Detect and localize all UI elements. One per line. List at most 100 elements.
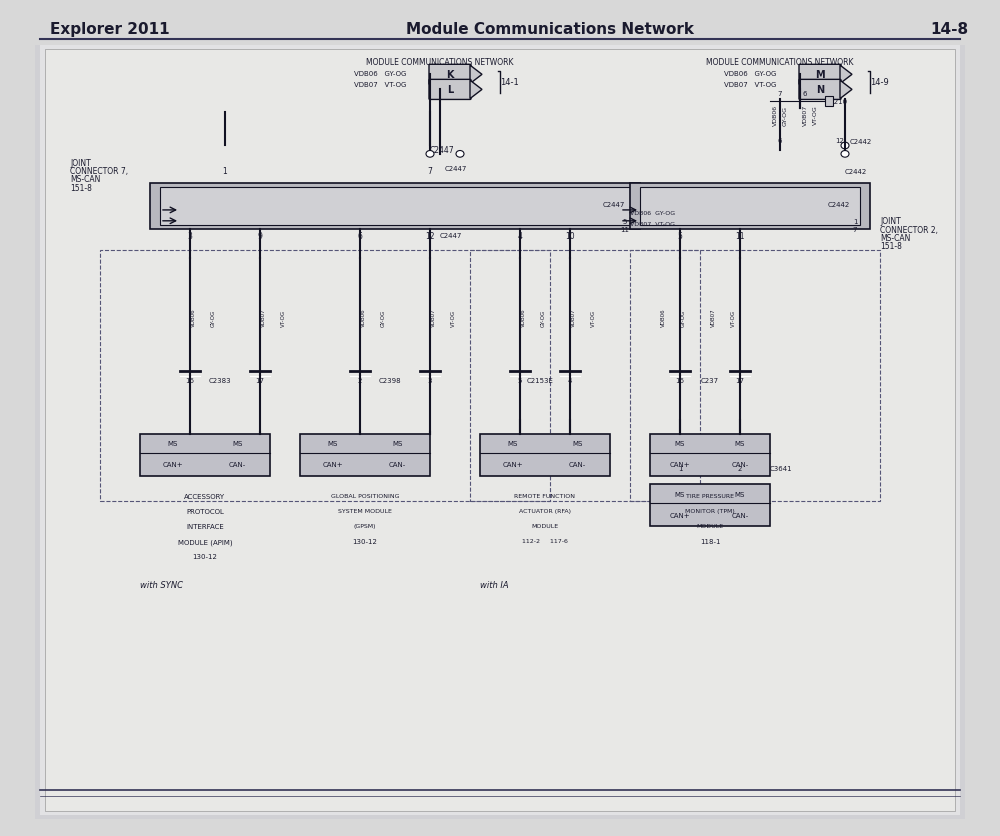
- Text: CAN+: CAN+: [322, 461, 343, 468]
- Text: GY-OG: GY-OG: [680, 309, 686, 326]
- Text: MS: MS: [735, 441, 745, 447]
- Text: MONITOR (TPM): MONITOR (TPM): [685, 508, 735, 513]
- Text: 16: 16: [186, 377, 194, 384]
- Text: VDB07   VT-OG: VDB07 VT-OG: [354, 82, 406, 89]
- Text: C2442: C2442: [850, 139, 872, 145]
- Polygon shape: [470, 66, 482, 84]
- Text: CAN-: CAN-: [731, 461, 749, 468]
- Text: 7: 7: [778, 90, 782, 97]
- Bar: [630, 184, 870, 230]
- Bar: [480, 435, 610, 477]
- Text: C2153E: C2153E: [527, 377, 553, 384]
- Text: VDB06: VDB06: [660, 308, 666, 327]
- Text: Explorer 2011: Explorer 2011: [50, 22, 170, 37]
- Text: C3641: C3641: [770, 465, 793, 472]
- Text: 5: 5: [678, 232, 682, 240]
- Text: 5: 5: [518, 377, 522, 384]
- Text: 4: 4: [518, 232, 522, 240]
- Text: MS: MS: [167, 441, 178, 447]
- Text: GLOBAL POSITIONING: GLOBAL POSITIONING: [331, 493, 399, 498]
- Text: 2: 2: [358, 377, 362, 384]
- Text: 14-8: 14-8: [930, 22, 968, 37]
- Text: VDB07: VDB07: [260, 308, 266, 327]
- Bar: [140, 435, 270, 477]
- Text: GY-OG: GY-OG: [380, 309, 386, 326]
- Bar: [650, 435, 770, 477]
- Text: 151-8: 151-8: [880, 242, 902, 251]
- Text: 11: 11: [735, 232, 745, 240]
- Text: C2383: C2383: [209, 377, 231, 384]
- Text: C2442: C2442: [845, 168, 867, 175]
- Text: 17: 17: [736, 377, 744, 384]
- Text: 2: 2: [738, 465, 742, 472]
- Text: 3: 3: [428, 377, 432, 384]
- Text: CAN-: CAN-: [569, 461, 586, 468]
- Text: MS: MS: [675, 441, 685, 447]
- Text: M: M: [815, 70, 825, 80]
- Text: 7: 7: [428, 167, 432, 176]
- Bar: [470, 251, 700, 502]
- Text: CONNECTOR 2,: CONNECTOR 2,: [880, 226, 938, 234]
- Text: MS: MS: [735, 491, 745, 497]
- Text: MS: MS: [675, 491, 685, 497]
- Text: ACCESSORY: ACCESSORY: [184, 493, 226, 499]
- Text: VDB07: VDB07: [710, 308, 716, 327]
- Text: MS-CAN: MS-CAN: [880, 234, 910, 242]
- Polygon shape: [470, 81, 482, 99]
- Text: with SYNC: with SYNC: [140, 581, 183, 589]
- Circle shape: [841, 151, 849, 158]
- Text: TIRE PRESSURE: TIRE PRESSURE: [686, 493, 734, 498]
- Text: REMOTE FUNCTION: REMOTE FUNCTION: [514, 493, 576, 498]
- Text: CONNECTOR 7,: CONNECTOR 7,: [70, 167, 128, 176]
- Text: 12: 12: [836, 137, 844, 144]
- Text: VDB07: VDB07: [570, 308, 576, 327]
- Bar: [100, 251, 550, 502]
- Text: 1: 1: [678, 465, 682, 472]
- Text: 6: 6: [778, 137, 782, 144]
- Text: C2398: C2398: [379, 377, 401, 384]
- Text: K: K: [446, 70, 454, 80]
- Text: CAN+: CAN+: [670, 461, 690, 468]
- Text: PROTOCOL: PROTOCOL: [186, 508, 224, 514]
- Text: with IA: with IA: [480, 581, 509, 589]
- Text: 4: 4: [568, 377, 572, 384]
- FancyBboxPatch shape: [429, 80, 471, 100]
- Bar: [300, 435, 430, 477]
- Bar: [640, 188, 860, 226]
- Text: C210: C210: [830, 99, 848, 105]
- Text: VDB07   VT-OG: VDB07 VT-OG: [724, 82, 776, 89]
- Text: 118-1: 118-1: [700, 538, 720, 544]
- Text: C2447: C2447: [603, 201, 625, 208]
- Text: 6: 6: [803, 90, 807, 97]
- Text: VDB06   GY-OG: VDB06 GY-OG: [354, 70, 406, 77]
- Text: MS: MS: [392, 441, 403, 447]
- Text: GY-OG: GY-OG: [210, 309, 216, 326]
- Text: C2447: C2447: [430, 146, 455, 155]
- Text: Module Communications Network: Module Communications Network: [406, 22, 694, 37]
- Text: GY-OG: GY-OG: [782, 105, 788, 125]
- Text: MODULE COMMUNICATIONS NETWORK: MODULE COMMUNICATIONS NETWORK: [366, 59, 514, 67]
- Text: VDB07  VT-OG: VDB07 VT-OG: [630, 222, 675, 227]
- Text: SYSTEM MODULE: SYSTEM MODULE: [338, 508, 392, 513]
- Bar: [150, 184, 640, 230]
- Text: INTERFACE: INTERFACE: [186, 523, 224, 529]
- Text: VDB06: VDB06: [520, 308, 526, 327]
- Text: N: N: [816, 85, 824, 95]
- Text: 14-1: 14-1: [500, 79, 519, 87]
- Circle shape: [841, 143, 849, 150]
- Text: (GPSM): (GPSM): [354, 523, 376, 528]
- Text: 6: 6: [358, 232, 362, 240]
- Text: VT-OG: VT-OG: [812, 105, 818, 125]
- Text: VT-OG: VT-OG: [450, 309, 456, 326]
- Text: CAN-: CAN-: [229, 461, 246, 468]
- Text: VDB07: VDB07: [802, 104, 808, 126]
- Text: VDB06: VDB06: [360, 308, 366, 327]
- Text: VDB06: VDB06: [190, 308, 196, 327]
- Text: MODULE: MODULE: [696, 523, 724, 528]
- Text: C237: C237: [701, 377, 719, 384]
- Text: 17: 17: [256, 377, 264, 384]
- Text: 1: 1: [223, 167, 227, 176]
- Text: CAN-: CAN-: [389, 461, 406, 468]
- Text: 10: 10: [565, 232, 575, 240]
- Text: JOINT: JOINT: [70, 159, 91, 167]
